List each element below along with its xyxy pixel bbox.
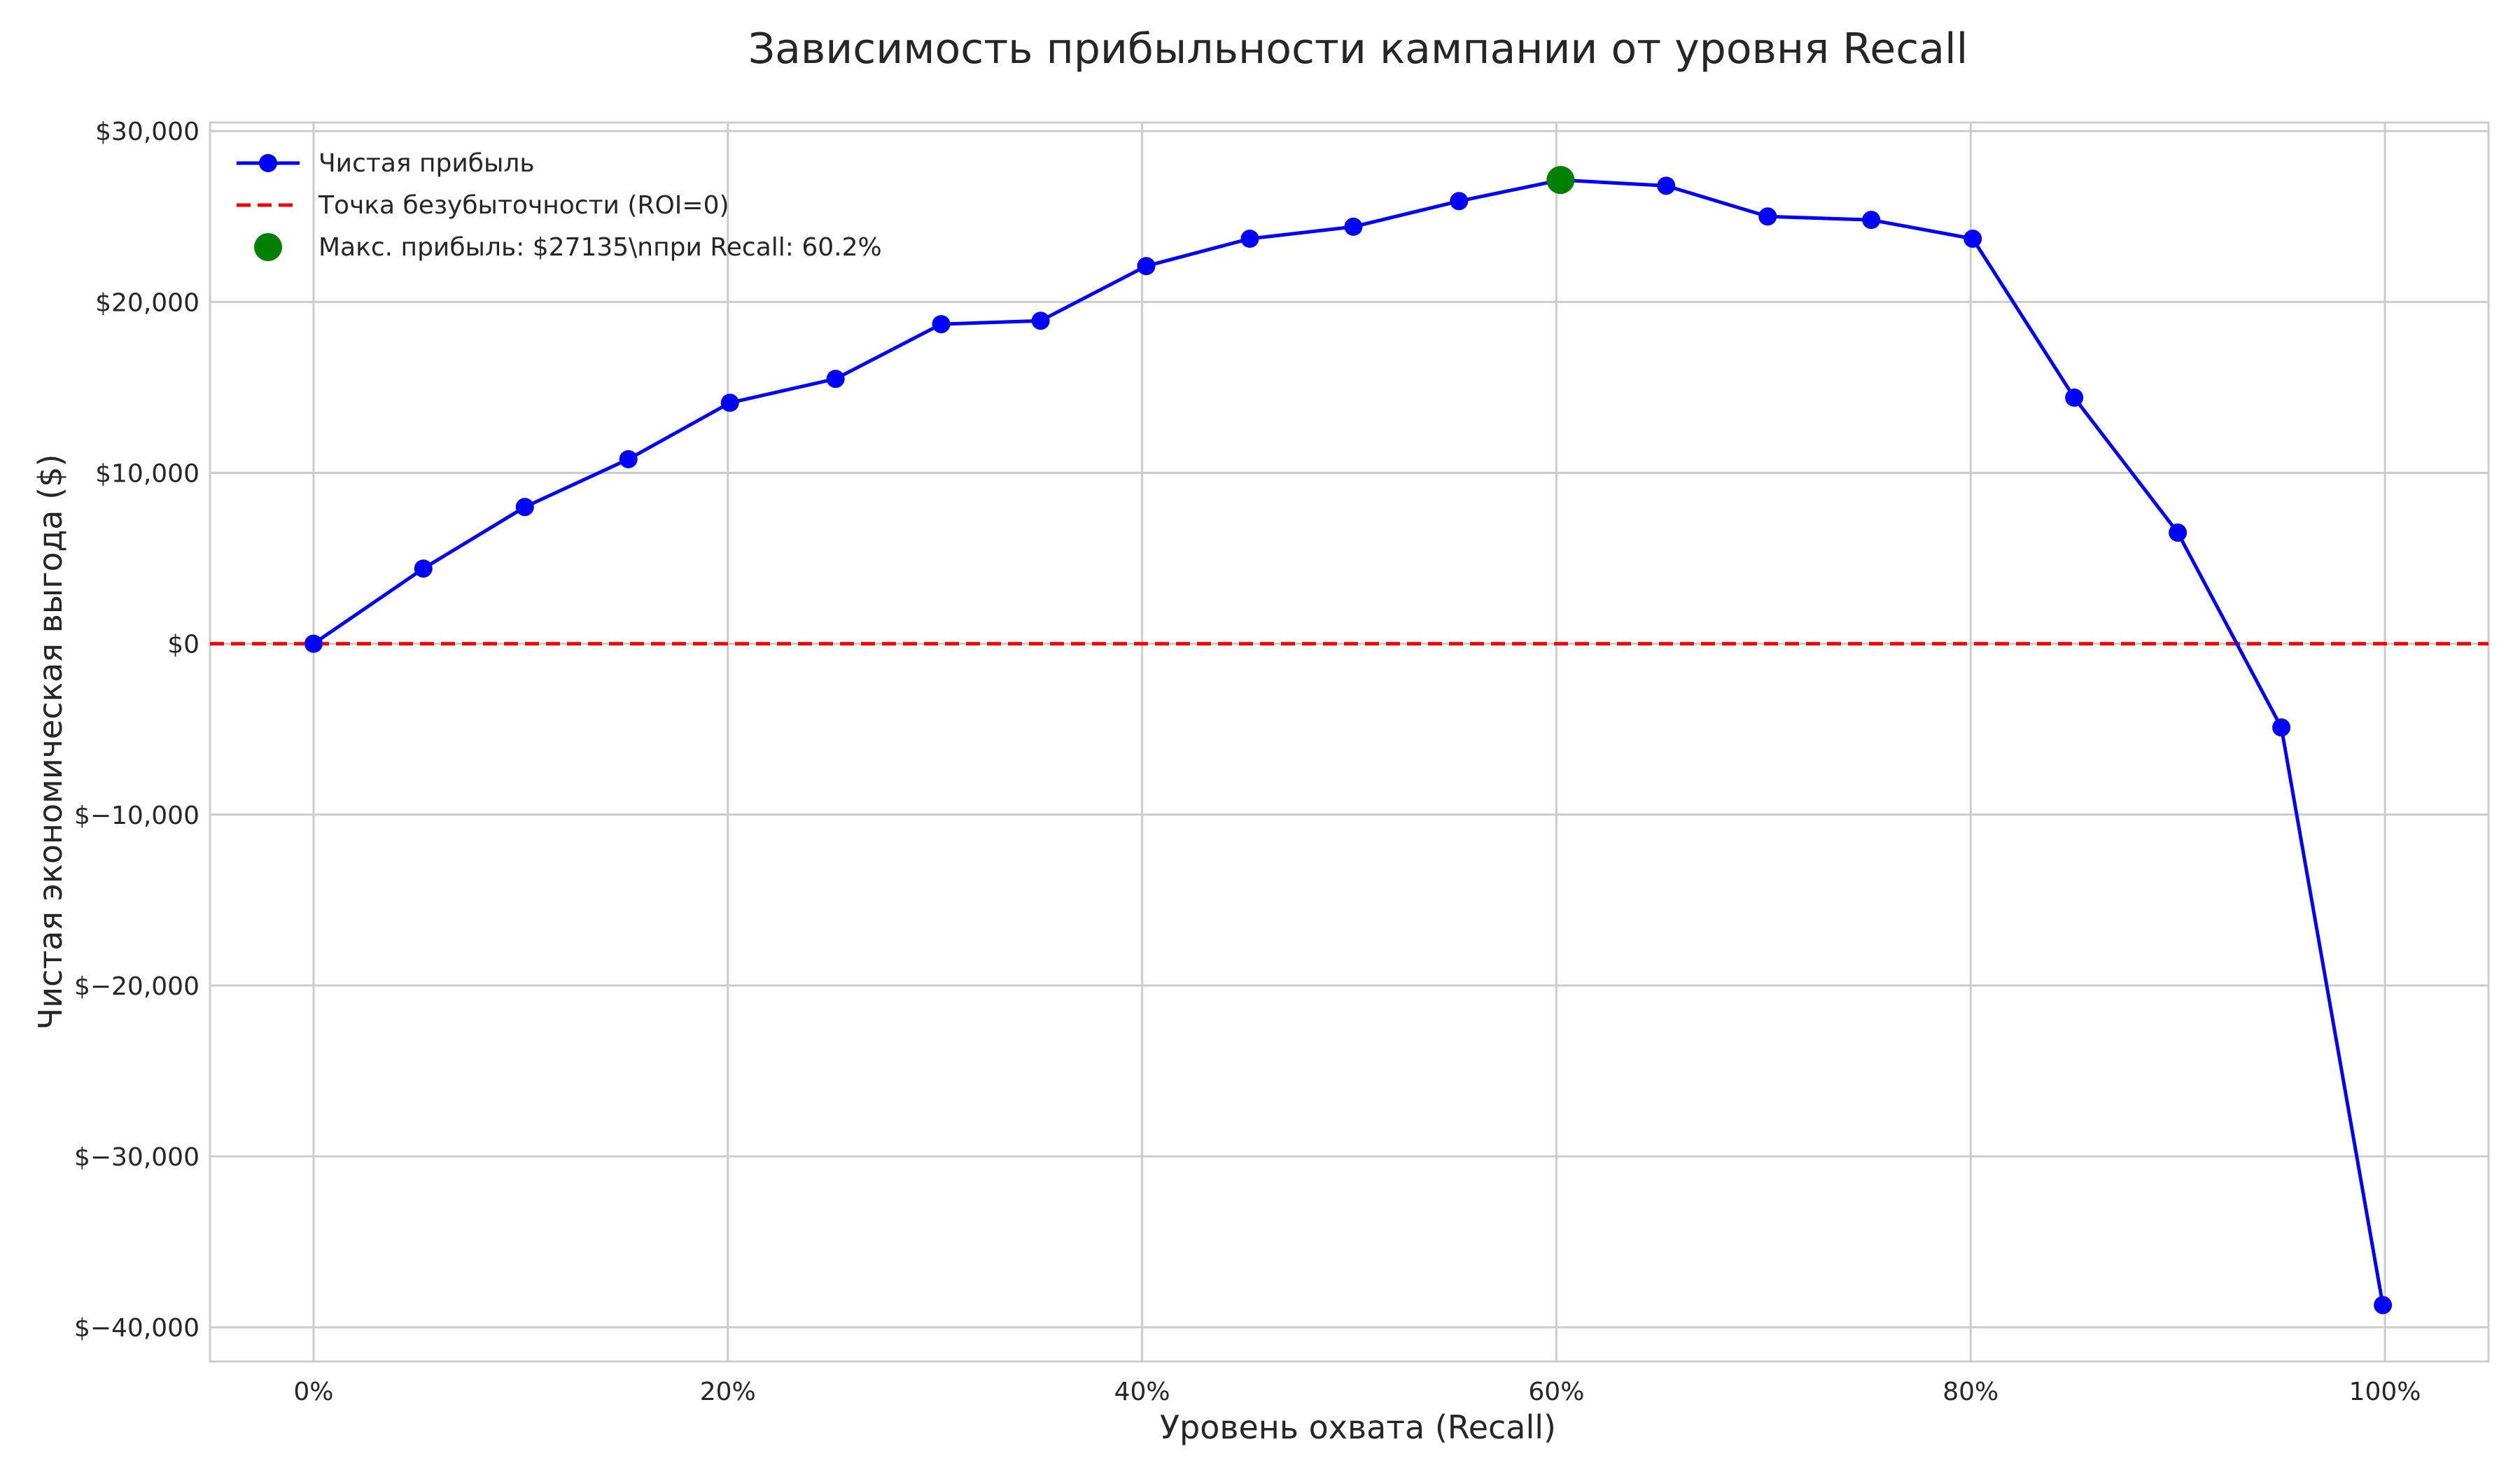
legend-marker-max-profit xyxy=(254,233,282,261)
x-tick-label: 100% xyxy=(2349,1378,2421,1406)
data-point xyxy=(720,393,739,412)
data-point xyxy=(2272,718,2291,737)
legend-label-series: Чистая прибыль xyxy=(318,149,535,178)
grid xyxy=(210,122,2488,1362)
data-point xyxy=(1031,312,1050,330)
x-tick-label: 60% xyxy=(1528,1378,1584,1406)
y-tick-label: $20,000 xyxy=(95,288,200,317)
data-point xyxy=(414,559,433,578)
y-tick-label: $−40,000 xyxy=(74,1314,200,1343)
plot-frame xyxy=(209,121,2490,1363)
data-point xyxy=(2065,388,2084,407)
data-point xyxy=(1344,217,1363,236)
series-line xyxy=(312,178,2385,1306)
y-tick-label: $−30,000 xyxy=(74,1143,200,1172)
data-point xyxy=(2169,523,2188,542)
data-point xyxy=(1862,211,1881,230)
y-axis-label: Чистая экономическая выгода ($) xyxy=(31,454,69,1030)
chart-title: Зависимость прибыльности кампании от уро… xyxy=(748,24,1968,74)
data-point xyxy=(826,370,845,388)
data-point xyxy=(1137,257,1156,276)
x-tick-label: 40% xyxy=(1114,1378,1170,1406)
legend-label-breakeven: Точка безубыточности (ROI=0) xyxy=(318,191,729,220)
data-point xyxy=(1657,176,1676,195)
data-point xyxy=(1240,230,1259,248)
x-tick-label: 0% xyxy=(293,1378,333,1406)
y-tick-label: $0 xyxy=(167,631,200,659)
legend: Чистая прибыль Точка безубыточности (ROI… xyxy=(237,149,882,262)
data-point xyxy=(1758,207,1777,226)
max-profit-point xyxy=(1546,166,1575,195)
data-point xyxy=(304,634,323,653)
legend-marker-series xyxy=(259,154,277,172)
tick-labels: 0% 20% 40% 60% 80% 100% $30,000 $20,000 $10,000 $… xyxy=(74,118,2421,1406)
data-point xyxy=(619,449,638,468)
legend-label-max-profit: Макс. прибыль: $27135\nпри Recall: 60.2% xyxy=(318,233,882,262)
y-tick-label: $−10,000 xyxy=(74,802,200,830)
series xyxy=(304,171,2393,1315)
y-tick-label: $10,000 xyxy=(95,459,200,488)
x-axis-label: Уровень охвата (Recall) xyxy=(1160,1408,1556,1446)
y-tick-label: $−20,000 xyxy=(74,972,200,1001)
data-point xyxy=(1450,192,1469,211)
x-tick-label: 80% xyxy=(1942,1378,1998,1406)
data-point xyxy=(2374,1296,2393,1315)
y-tick-label: $30,000 xyxy=(95,118,200,146)
data-point xyxy=(932,315,951,334)
data-point xyxy=(515,498,534,517)
highlight xyxy=(1546,166,1575,195)
data-point xyxy=(1963,230,1982,248)
x-tick-label: 20% xyxy=(700,1378,756,1406)
